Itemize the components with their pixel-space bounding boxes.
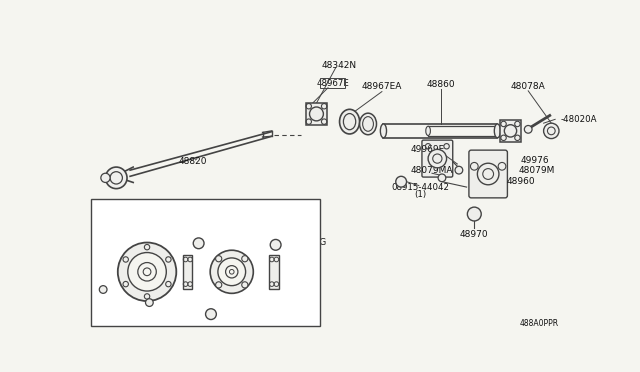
Text: (1): (1) bbox=[414, 190, 426, 199]
Circle shape bbox=[455, 166, 463, 174]
Text: 08911-1081G: 08911-1081G bbox=[195, 237, 253, 246]
Circle shape bbox=[106, 167, 127, 189]
Text: 48860: 48860 bbox=[427, 80, 456, 89]
Circle shape bbox=[118, 243, 176, 301]
Text: 08911-1081G: 08911-1081G bbox=[206, 308, 265, 317]
Text: 48967EA: 48967EA bbox=[362, 83, 402, 92]
Circle shape bbox=[210, 250, 253, 294]
Ellipse shape bbox=[426, 126, 431, 135]
Text: 48820: 48820 bbox=[179, 157, 207, 166]
Circle shape bbox=[99, 286, 107, 294]
FancyBboxPatch shape bbox=[469, 150, 508, 198]
Text: 48805: 48805 bbox=[234, 251, 277, 263]
Text: 49976: 49976 bbox=[520, 155, 549, 165]
Ellipse shape bbox=[380, 124, 387, 138]
Bar bbox=[306, 103, 327, 125]
Text: N: N bbox=[209, 311, 214, 317]
Text: V: V bbox=[399, 177, 404, 186]
Circle shape bbox=[242, 256, 248, 262]
Bar bbox=[183, 255, 193, 289]
Circle shape bbox=[428, 150, 447, 168]
Circle shape bbox=[218, 258, 246, 286]
Text: -48020A: -48020A bbox=[561, 115, 597, 124]
Text: (2): (2) bbox=[291, 246, 303, 255]
Ellipse shape bbox=[494, 124, 500, 138]
Text: (3): (3) bbox=[218, 244, 230, 253]
Text: 48025A: 48025A bbox=[116, 286, 151, 295]
Circle shape bbox=[438, 174, 446, 182]
Circle shape bbox=[470, 163, 478, 170]
Bar bbox=[500, 120, 521, 142]
Circle shape bbox=[128, 253, 166, 291]
Circle shape bbox=[396, 176, 406, 187]
Circle shape bbox=[193, 238, 204, 249]
Text: 08915-44042: 08915-44042 bbox=[392, 183, 449, 192]
Circle shape bbox=[467, 207, 481, 221]
Circle shape bbox=[145, 299, 153, 307]
Text: 48079MA: 48079MA bbox=[411, 166, 453, 174]
Text: 48079M: 48079M bbox=[519, 166, 556, 174]
Text: N: N bbox=[196, 240, 201, 246]
Bar bbox=[91, 199, 320, 326]
Circle shape bbox=[205, 309, 216, 320]
Text: 49969E: 49969E bbox=[411, 145, 445, 154]
Circle shape bbox=[477, 163, 499, 185]
Text: 488A0PPR: 488A0PPR bbox=[520, 319, 559, 328]
Text: 48967E: 48967E bbox=[316, 78, 349, 88]
Circle shape bbox=[101, 173, 110, 183]
Text: 48960: 48960 bbox=[506, 177, 535, 186]
Circle shape bbox=[543, 123, 559, 139]
Text: (2): (2) bbox=[230, 316, 242, 325]
Circle shape bbox=[242, 282, 248, 288]
Text: 48342N: 48342N bbox=[322, 61, 357, 70]
Circle shape bbox=[498, 163, 506, 170]
Text: 08911-1081G: 08911-1081G bbox=[268, 238, 327, 247]
Ellipse shape bbox=[360, 113, 376, 135]
Text: 48078A: 48078A bbox=[511, 83, 545, 92]
Text: 48970: 48970 bbox=[460, 230, 488, 239]
Circle shape bbox=[270, 240, 281, 250]
Circle shape bbox=[524, 125, 532, 133]
Text: N: N bbox=[273, 242, 278, 248]
Circle shape bbox=[216, 282, 222, 288]
FancyBboxPatch shape bbox=[422, 140, 452, 177]
Circle shape bbox=[216, 256, 222, 262]
Bar bbox=[320, 78, 345, 88]
Bar bbox=[269, 255, 279, 289]
Ellipse shape bbox=[340, 109, 360, 134]
